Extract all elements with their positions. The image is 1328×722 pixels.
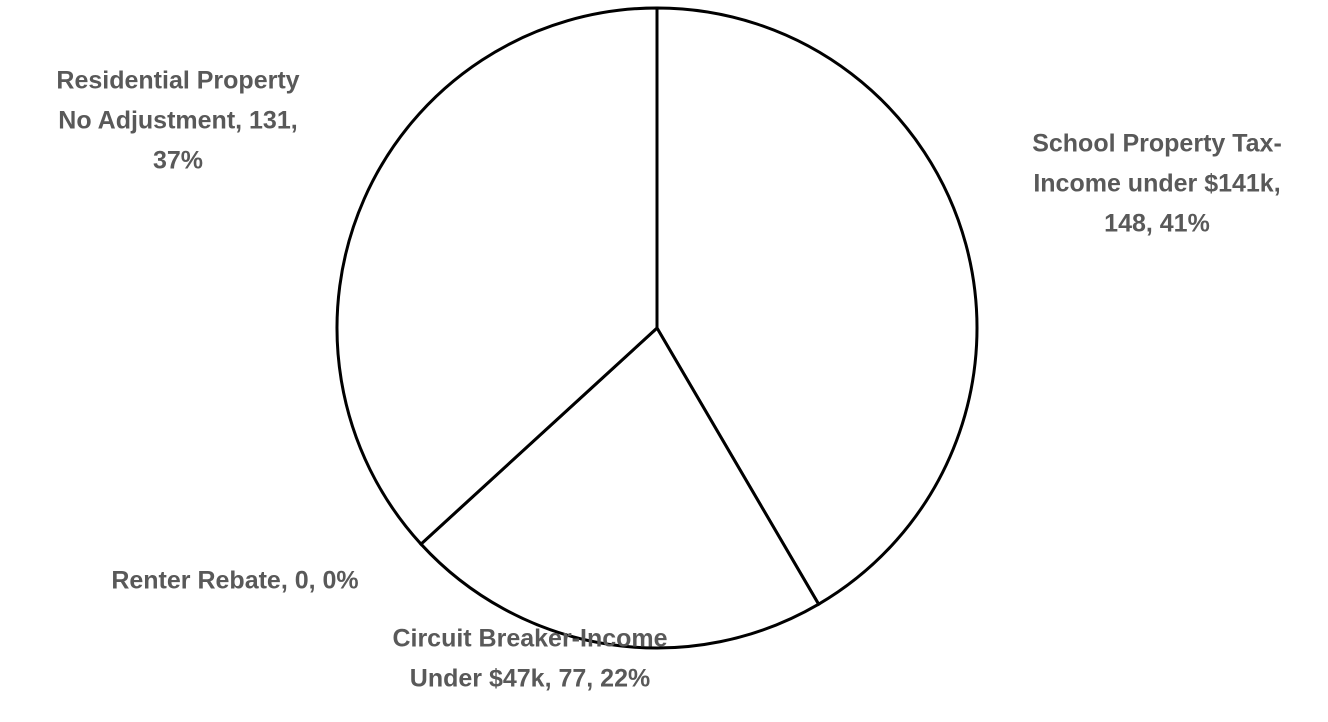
data-label: Income under $141k,: [1033, 170, 1280, 198]
data-label: 37%: [153, 147, 203, 175]
pie-slice: [418, 325, 821, 650]
data-label: Under $47k, 77, 22%: [410, 665, 650, 693]
data-label: Renter Rebate, 0, 0%: [111, 567, 358, 595]
pie-slice: [335, 6, 659, 547]
data-label: Residential Property: [56, 67, 299, 95]
data-label: School Property Tax-: [1032, 130, 1282, 158]
data-label: No Adjustment, 131,: [58, 107, 297, 135]
data-label: 148, 41%: [1104, 210, 1210, 238]
pie-slice: [655, 6, 979, 607]
data-label: Circuit Breaker-Income: [392, 625, 667, 653]
